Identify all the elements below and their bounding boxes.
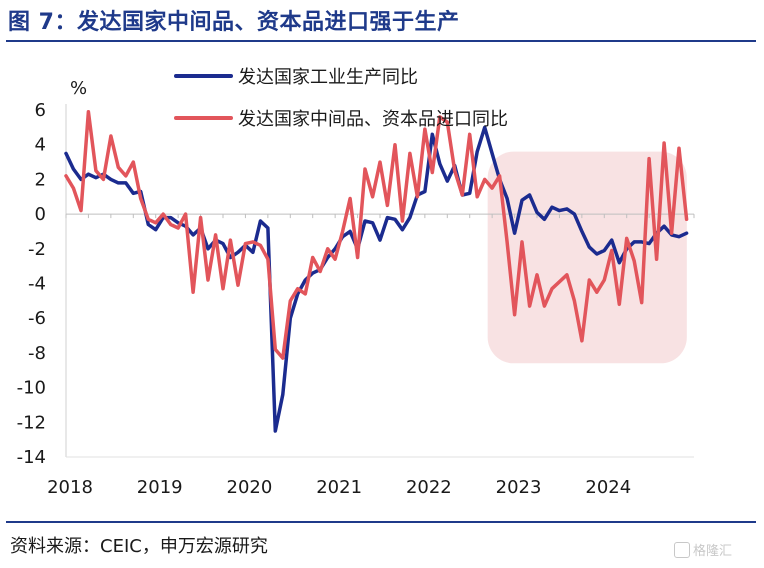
y-tick-label: -8: [28, 343, 46, 364]
legend-label: 发达国家中间品、资本品进口同比: [238, 109, 508, 130]
y-tick-label: -10: [17, 378, 46, 399]
x-tick-label: 2023: [496, 477, 542, 498]
x-tick-label: 2018: [47, 477, 93, 498]
y-tick-label: 0: [35, 204, 46, 225]
x-tick-label: 2024: [585, 477, 631, 498]
series-imports-line: [64, 109, 689, 360]
watermark: 格隆汇: [674, 540, 732, 559]
series-lines: [64, 109, 689, 433]
y-tick-label: -4: [28, 274, 46, 295]
axes: 6 4 2 0 -2 -4 -6 -8 -10 -12 -14% 2018 2019 2020 2021 20…: [17, 78, 695, 498]
y-tick-label: 4: [35, 135, 46, 156]
y-axis-label: %: [70, 78, 87, 99]
y-tick-label: 2: [35, 169, 46, 190]
legend-label: 发达国家工业生产同比: [238, 67, 418, 88]
y-tick-label: -14: [17, 447, 46, 468]
watermark-icon: [674, 542, 690, 558]
x-tick-label: 2019: [137, 477, 183, 498]
watermark-text: 格隆汇: [693, 544, 733, 559]
y-tick-label: -12: [17, 412, 46, 433]
line-chart: 6 4 2 0 -2 -4 -6 -8 -10 -12 -14% 2018 2019 2020 2021 20…: [17, 67, 695, 498]
figure-title: 图 7：发达国家中间品、资本品进口强于生产: [8, 10, 460, 35]
source-note: 资料来源：CEIC，申万宏源研究: [10, 536, 268, 557]
series-industrial-production-line: [64, 125, 689, 433]
title-rule: [6, 40, 756, 42]
footer-rule: [6, 521, 756, 523]
x-tick-label: 2022: [406, 477, 452, 498]
x-tick-label: 2021: [316, 477, 362, 498]
highlight-region: [487, 151, 687, 364]
y-tick-label: -2: [28, 239, 46, 260]
y-tick-label: -6: [28, 308, 46, 329]
y-tick-label: 6: [35, 100, 46, 121]
x-tick-label: 2020: [227, 477, 273, 498]
